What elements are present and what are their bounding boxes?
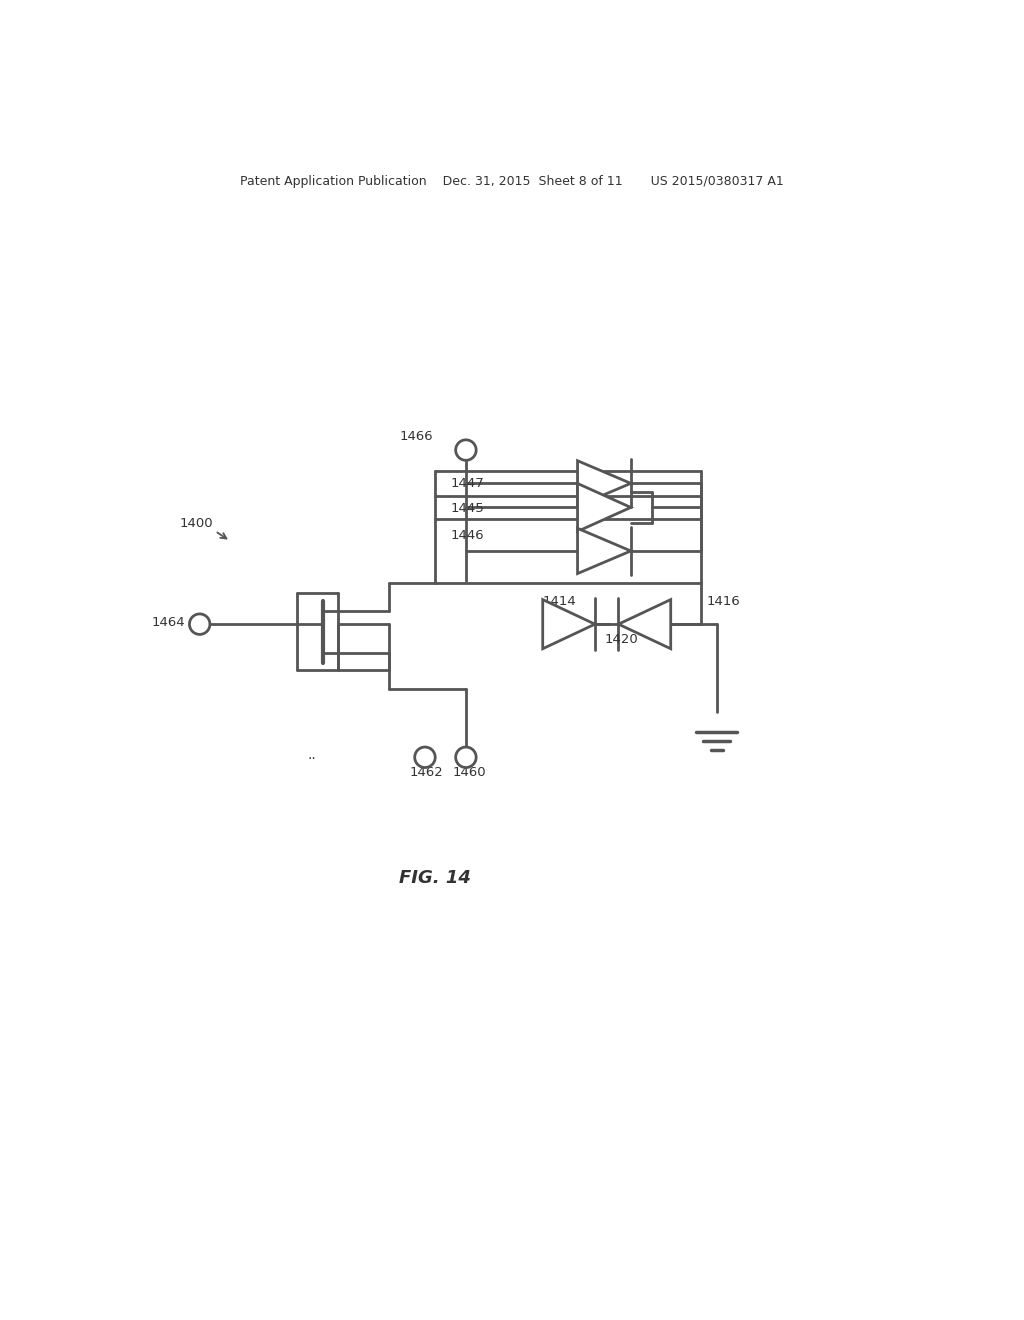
Text: 1446: 1446 [451,528,484,541]
Polygon shape [618,599,671,648]
Text: FIG. 14: FIG. 14 [399,869,471,887]
Text: ..: .. [307,748,316,762]
Text: 1414: 1414 [543,595,577,609]
Text: 1445: 1445 [451,502,484,515]
Text: 1447: 1447 [451,478,484,490]
Circle shape [189,614,210,635]
Text: 1464: 1464 [152,615,185,628]
Circle shape [456,440,476,461]
Text: Patent Application Publication    Dec. 31, 2015  Sheet 8 of 11       US 2015/038: Patent Application Publication Dec. 31, … [240,176,784,189]
Polygon shape [578,483,631,532]
Polygon shape [543,599,595,648]
Text: 1420: 1420 [604,634,638,645]
Circle shape [456,747,476,767]
Text: 1460: 1460 [453,766,486,779]
Circle shape [415,747,435,767]
Text: 1462: 1462 [410,766,443,779]
Text: 1466: 1466 [399,430,433,444]
Polygon shape [578,528,631,574]
Text: 1416: 1416 [707,595,740,609]
Polygon shape [578,461,631,506]
Text: 1400: 1400 [179,517,213,531]
